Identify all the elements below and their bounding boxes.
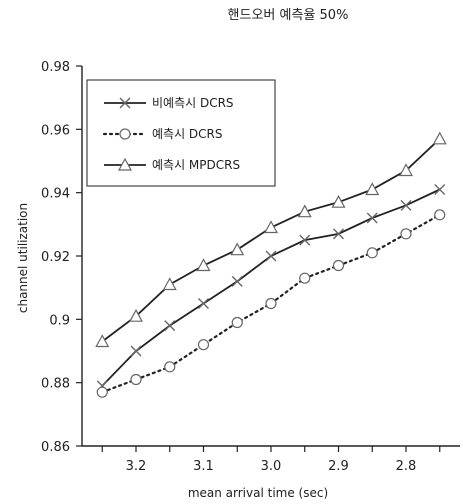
legend-item: 예측시 DCRS	[102, 127, 223, 141]
data-point	[130, 373, 142, 386]
legend-item: 예측시 MPDCRS	[104, 157, 240, 172]
x-tick-label: 2.8	[396, 459, 417, 474]
y-tick-label: 0.98	[41, 60, 70, 75]
x-tick-label: 2.9	[328, 459, 349, 474]
data-point	[297, 204, 312, 218]
data-point	[400, 228, 412, 240]
series-3	[95, 131, 447, 348]
data-point	[265, 297, 277, 310]
data-point	[299, 272, 311, 284]
data-point	[96, 386, 108, 398]
data-point	[265, 250, 277, 262]
legend-label: 예측시 MPDCRS	[152, 158, 240, 172]
y-tick-label: 0.96	[41, 123, 70, 138]
x-tick-label: 3.0	[261, 459, 282, 474]
y-tick-label: 0.94	[41, 187, 70, 202]
data-point	[230, 242, 245, 256]
data-point	[162, 277, 177, 291]
series-layer	[95, 131, 447, 398]
legend-marker	[119, 97, 131, 109]
data-point	[333, 228, 344, 240]
y-tick-label: 0.92	[41, 250, 70, 265]
data-point	[434, 209, 446, 221]
chart-title: 핸드오버 예측율 50%	[228, 7, 349, 23]
axes: 0.86 0.88 0.9 0.92 0.94 0.96 0.98 3.2 3.1 3.0 2.9 2…	[41, 60, 460, 474]
data-point	[164, 320, 176, 332]
x-axis-label: mean arrival time (sec)	[188, 486, 328, 500]
legend-marker	[119, 128, 131, 140]
x-tick-label: 3.2	[126, 459, 147, 474]
data-point	[130, 345, 142, 357]
data-point	[365, 182, 380, 196]
data-point	[432, 131, 447, 145]
data-point	[95, 334, 110, 348]
legend-label: 예측시 DCRS	[152, 127, 223, 141]
data-point	[366, 212, 378, 224]
data-point	[299, 234, 311, 246]
x-tick-label: 3.1	[193, 459, 214, 474]
legend-marker	[117, 157, 133, 171]
series-2	[96, 209, 446, 398]
data-point	[331, 194, 346, 208]
data-point	[164, 361, 176, 373]
data-point	[400, 199, 412, 211]
data-point	[263, 220, 279, 234]
data-point	[366, 247, 378, 259]
data-point	[332, 259, 345, 272]
y-tick-label: 0.9	[49, 313, 70, 328]
legend-item: 비예측시 DCRS	[104, 96, 234, 110]
data-point	[231, 316, 243, 329]
series-1	[96, 184, 446, 392]
y-axis-label: channel utilization	[16, 203, 30, 313]
data-point	[198, 298, 209, 309]
data-point	[197, 339, 210, 351]
legend-label: 비예측시 DCRS	[152, 96, 234, 110]
data-point	[398, 163, 414, 177]
data-point	[196, 258, 211, 272]
legend: 비예측시 DCRS 예측시 DCRS 예측시 MPDCRS	[86, 79, 276, 187]
y-tick-label: 0.88	[41, 377, 70, 392]
y-tick-label: 0.86	[41, 440, 70, 455]
series-line	[101, 188, 441, 387]
data-point	[434, 184, 446, 195]
data-point	[231, 275, 243, 287]
data-point	[128, 308, 144, 322]
